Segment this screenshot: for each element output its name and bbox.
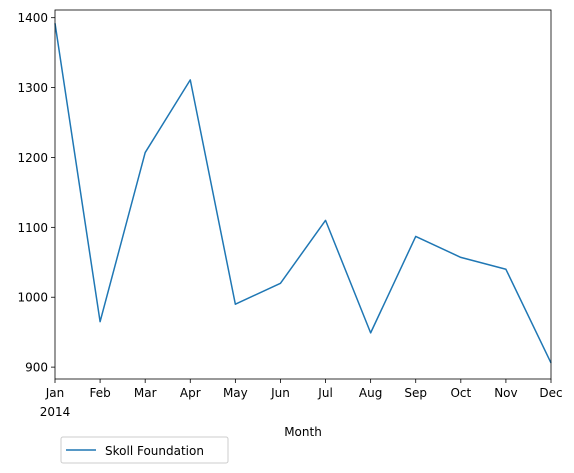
x-tick-label: Jun	[270, 386, 290, 400]
plot-area	[54, 9, 552, 380]
x-tick-label: Nov	[494, 386, 517, 400]
x-tick-label: Mar	[134, 386, 157, 400]
y-axis: 900 1000 1100 1200 1300 1400	[17, 11, 55, 375]
x-tick-label: Dec	[539, 386, 562, 400]
y-tick-label: 1100	[17, 221, 48, 235]
y-tick-label: 1400	[17, 11, 48, 25]
x-tick-label: Sep	[404, 386, 427, 400]
series-layer	[54, 23, 552, 364]
x-axis-title: Month	[284, 425, 322, 439]
y-tick-label: 900	[25, 361, 48, 375]
x-axis-year-label: 2014	[40, 405, 71, 419]
x-tick-label: Oct	[450, 386, 471, 400]
series-line	[54, 23, 552, 364]
x-tick-label: Feb	[89, 386, 110, 400]
y-tick-label: 1200	[17, 151, 48, 165]
y-tick-label: 1300	[17, 81, 48, 95]
x-tick-label: Apr	[180, 386, 201, 400]
x-tick-label: Jul	[317, 386, 332, 400]
x-axis: Jan Feb Mar Apr May Jun Jul Aug Sep Oct Nov Dec	[45, 379, 563, 400]
legend: Skoll Foundation	[60, 436, 229, 464]
plot-frame	[54, 9, 552, 380]
x-tick-label: Aug	[359, 386, 382, 400]
x-tick-label: May	[223, 386, 248, 400]
legend-box	[60, 436, 229, 464]
y-tick-label: 1000	[17, 291, 48, 305]
legend-label: Skoll Foundation	[105, 444, 204, 458]
x-tick-label: Jan	[45, 386, 65, 400]
